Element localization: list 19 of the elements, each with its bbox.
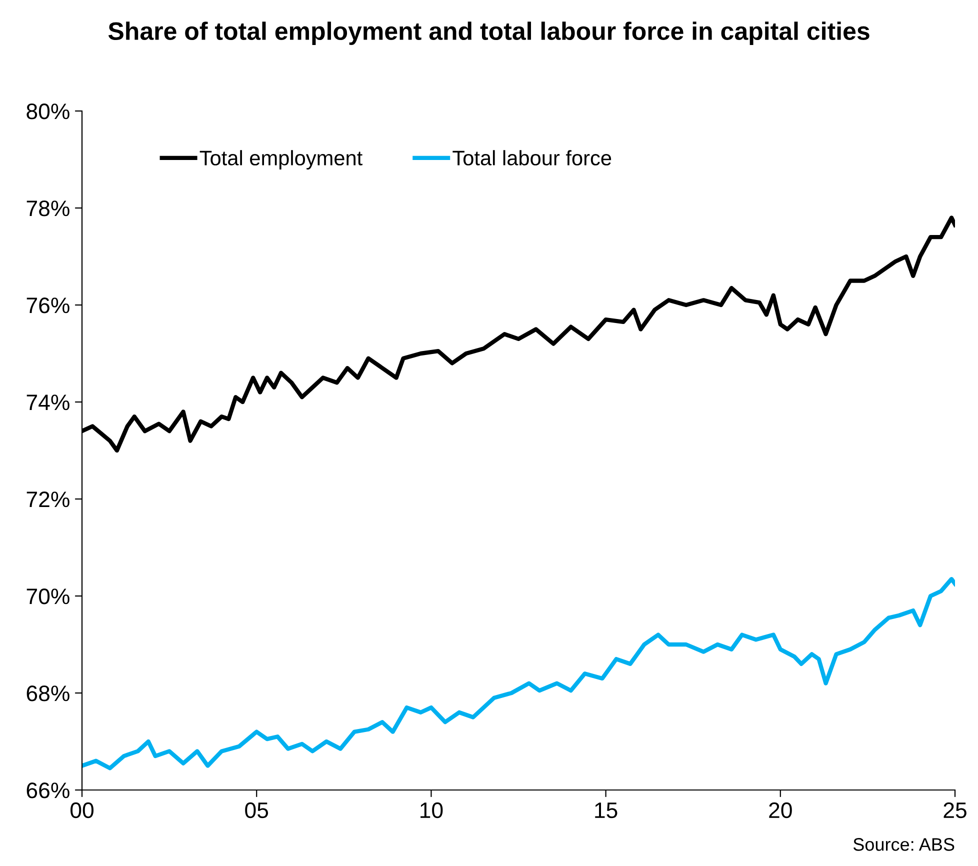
- y-tick-label: 66%: [26, 782, 70, 798]
- legend-label: Total labour force: [452, 150, 612, 166]
- x-tick-label: 25: [944, 802, 966, 818]
- x-tick-label: 20: [769, 802, 792, 818]
- y-tick-label: 80%: [26, 104, 70, 120]
- y-tick-label: 70%: [26, 588, 70, 604]
- y-tick-label: 76%: [26, 298, 70, 314]
- y-tick-label: 74%: [26, 394, 70, 410]
- line-series: [82, 576, 955, 770]
- source-note: Source: ABS: [853, 838, 954, 851]
- y-tick-label: 68%: [26, 686, 70, 702]
- y-tick-label: 78%: [26, 200, 70, 216]
- x-tick-label: 00: [70, 802, 94, 818]
- x-tick-label: 10: [420, 802, 443, 818]
- legend-label: Total employment: [200, 150, 362, 170]
- x-tick-label: 15: [595, 802, 618, 818]
- x-tick-label: 05: [245, 802, 268, 818]
- y-tick-label: 72%: [26, 492, 70, 508]
- chart-title: Share of total employment and total labour force in capital cities: [108, 22, 870, 45]
